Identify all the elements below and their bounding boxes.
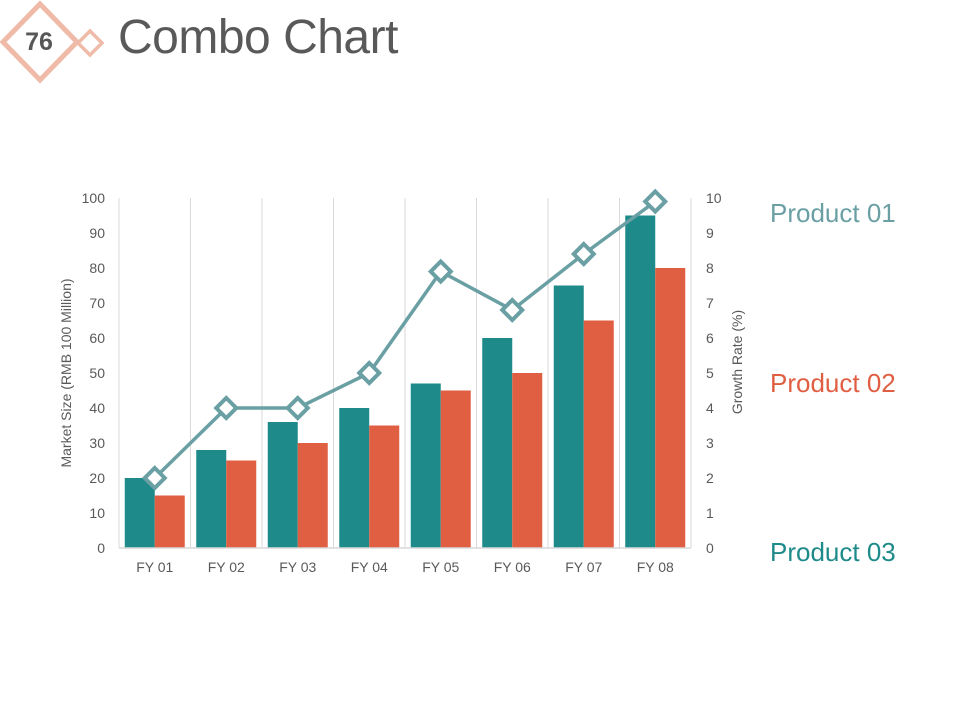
bar-product-02-fy-03 xyxy=(297,443,328,548)
y2-tick-label: 2 xyxy=(706,470,714,486)
bars xyxy=(124,215,686,548)
y2-tick-label: 4 xyxy=(706,400,714,416)
y-tick-label: 30 xyxy=(89,435,105,451)
small-diamond-shape xyxy=(75,28,105,58)
y-tick-label: 80 xyxy=(89,260,105,276)
growth-marker-fy-02 xyxy=(213,395,240,421)
page-title: Combo Chart xyxy=(118,11,398,64)
bar-product-02-fy-05 xyxy=(440,390,471,548)
growth-marker-fy-08 xyxy=(642,188,669,215)
large-diamond-shape xyxy=(0,0,81,84)
growth-line xyxy=(141,188,669,491)
x-tick-label: FY 01 xyxy=(136,559,173,575)
y2-tick-label: 7 xyxy=(706,295,714,311)
y2-tick-label: 3 xyxy=(706,435,714,451)
bar-product-02-fy-01 xyxy=(154,495,185,548)
legend-product-03: Product 03 xyxy=(770,537,896,567)
y-tick-label: 20 xyxy=(89,470,105,486)
x-tick-label: FY 07 xyxy=(565,559,602,575)
axis-labels: 0 10 20 30 40 50 60 70 80 90 100 0 1 2 3 4 5 6 7 8 9 10 FY 01 F… xyxy=(58,190,745,575)
x-tick-label: FY 06 xyxy=(494,559,531,575)
y-tick-label: 40 xyxy=(89,400,105,416)
growth-marker-fy-05 xyxy=(427,258,454,285)
bar-product-03-fy-02 xyxy=(196,450,227,548)
y-tick-label: 90 xyxy=(89,225,105,241)
x-tick-label: FY 02 xyxy=(208,559,245,575)
bar-product-03-fy-06 xyxy=(482,338,513,548)
y2-axis-title: Growth Rate (%) xyxy=(729,310,745,414)
y2-tick-label: 10 xyxy=(706,190,722,206)
bar-product-02-fy-08 xyxy=(655,268,686,548)
growth-marker-fy-03 xyxy=(284,395,311,421)
legend-product-01: Product 01 xyxy=(770,198,896,228)
slide-number: 76 xyxy=(25,28,53,56)
y2-tick-label: 5 xyxy=(706,365,714,381)
bar-product-03-fy-07 xyxy=(553,285,584,548)
bar-product-02-fy-02 xyxy=(226,460,257,548)
bar-product-02-fy-07 xyxy=(583,320,614,548)
y-tick-label: 100 xyxy=(82,190,106,206)
x-tick-label: FY 05 xyxy=(422,559,459,575)
y2-tick-label: 8 xyxy=(706,260,714,276)
bar-product-03-fy-04 xyxy=(339,408,370,548)
y2-tick-label: 1 xyxy=(706,505,714,521)
bar-product-03-fy-05 xyxy=(410,383,441,548)
growth-marker-fy-01 xyxy=(141,465,168,491)
bar-product-03-fy-01 xyxy=(124,478,155,548)
y2-tick-label: 0 xyxy=(706,540,714,556)
y2-tick-label: 9 xyxy=(706,225,714,241)
y-tick-label: 70 xyxy=(89,295,105,311)
y-tick-label: 60 xyxy=(89,330,105,346)
bar-product-03-fy-03 xyxy=(267,422,298,548)
bar-product-02-fy-06 xyxy=(512,373,543,548)
growth-marker-fy-07 xyxy=(570,241,597,267)
y-tick-label: 50 xyxy=(89,365,105,381)
y-tick-label: 10 xyxy=(89,505,105,521)
x-tick-label: FY 03 xyxy=(279,559,316,575)
y2-tick-label: 6 xyxy=(706,330,714,346)
bar-product-03-fy-08 xyxy=(625,215,656,548)
bar-product-02-fy-04 xyxy=(369,425,400,548)
y-axis-title: Market Size (RMB 100 Million) xyxy=(58,278,74,467)
growth-marker-fy-04 xyxy=(356,360,383,386)
gridlines xyxy=(118,198,692,548)
y-tick-label: 0 xyxy=(97,540,105,556)
x-tick-label: FY 08 xyxy=(637,559,674,575)
growth-marker-fy-06 xyxy=(499,297,526,323)
legend-product-02: Product 02 xyxy=(770,368,896,398)
slide-number-badge xyxy=(0,0,105,84)
x-tick-label: FY 04 xyxy=(351,559,388,575)
